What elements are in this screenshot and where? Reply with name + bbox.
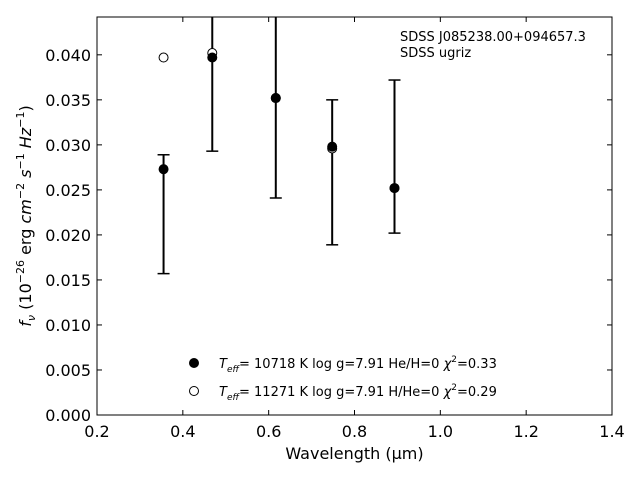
legend-chi-value: =0.33: [457, 357, 497, 372]
legend-chi-symbol: χ: [443, 357, 453, 372]
model-point-helium: [158, 52, 169, 63]
tick-labels: 0.2 0.4 0.6 0.8 1.0 1.2 1.4 0.000 0.005 0.010 0.01…: [45, 46, 625, 441]
legend-marker-filled-icon: [189, 358, 199, 368]
y-label-f-sub: ν: [25, 315, 38, 321]
y-label-s: s: [16, 170, 35, 183]
x-tick-label: 1.0: [428, 422, 453, 441]
y-label-exp3: −1: [14, 153, 27, 169]
legend-entry-helium: Teff= 11271 K log g=7.91 H/He=0 χ2=0.29: [219, 383, 497, 403]
model-point-hydrogen: [207, 52, 218, 63]
legend-params: = 11271 K log g=7.91 H/He=0: [239, 385, 444, 400]
x-tick-label: 1.2: [513, 422, 538, 441]
legend-teff-symbol: T: [219, 357, 228, 372]
x-tick-label: 1.4: [599, 422, 624, 441]
y-tick-label: 0.035: [45, 91, 91, 110]
x-axis-label: Wavelength (μm): [285, 444, 423, 463]
y-label-exp2: −2: [14, 183, 27, 199]
legend-chi-symbol: χ: [443, 385, 453, 400]
y-tick-label: 0.015: [45, 271, 91, 290]
legend-chi-exp: 2: [451, 355, 457, 365]
y-tick-label: 0.020: [45, 226, 91, 245]
legend: Teff= 10718 K log g=7.91 He/H=0 χ2=0.33 …: [189, 355, 497, 403]
y-label-exp4: −1: [14, 112, 27, 128]
x-tick-label: 0.6: [256, 422, 281, 441]
x-tick-label: 0.4: [170, 422, 195, 441]
y-label-f: f: [16, 319, 35, 327]
filter-system-annotation: SDSS ugriz: [400, 46, 471, 61]
y-axis-label: fν (10−26 erg cm−2 s−1 Hz−1): [14, 105, 38, 326]
model-point-hydrogen: [327, 141, 338, 152]
model-point-hydrogen: [389, 183, 400, 194]
y-tick-label: 0.025: [45, 181, 91, 200]
x-tick-label: 0.8: [342, 422, 367, 441]
legend-teff-sub: eff: [227, 393, 241, 403]
legend-teff-sub: eff: [227, 365, 241, 375]
legend-chi-value: =0.29: [457, 385, 497, 400]
y-tick-label: 0.040: [45, 46, 91, 65]
legend-teff-symbol: T: [219, 385, 228, 400]
data-layer: [157, 17, 401, 275]
y-label-open: (10: [16, 283, 35, 315]
y-label-close: ): [16, 105, 35, 111]
model-point-hydrogen: [270, 93, 281, 104]
legend-entry-hydrogen: Teff= 10718 K log g=7.91 He/H=0 χ2=0.33: [219, 355, 497, 375]
legend-marker-open-icon: [189, 386, 199, 396]
legend-chi-exp: 2: [451, 383, 457, 393]
y-label-hz: Hz: [16, 127, 35, 153]
model-point-hydrogen: [158, 164, 169, 175]
plot-frame: [96, 16, 613, 416]
y-tick-label: 0.030: [45, 136, 91, 155]
x-tick-label: 0.2: [84, 422, 109, 441]
y-label-erg: erg: [16, 224, 35, 260]
y-label-exp1: −26: [14, 260, 27, 283]
object-name-annotation: SDSS J085238.00+094657.3: [400, 30, 586, 45]
y-tick-label: 0.005: [45, 361, 91, 380]
y-label-cm: cm: [16, 199, 35, 223]
y-tick-label: 0.010: [45, 316, 91, 335]
legend-params: = 10718 K log g=7.91 He/H=0: [239, 357, 444, 372]
y-tick-label: 0.000: [45, 406, 91, 425]
